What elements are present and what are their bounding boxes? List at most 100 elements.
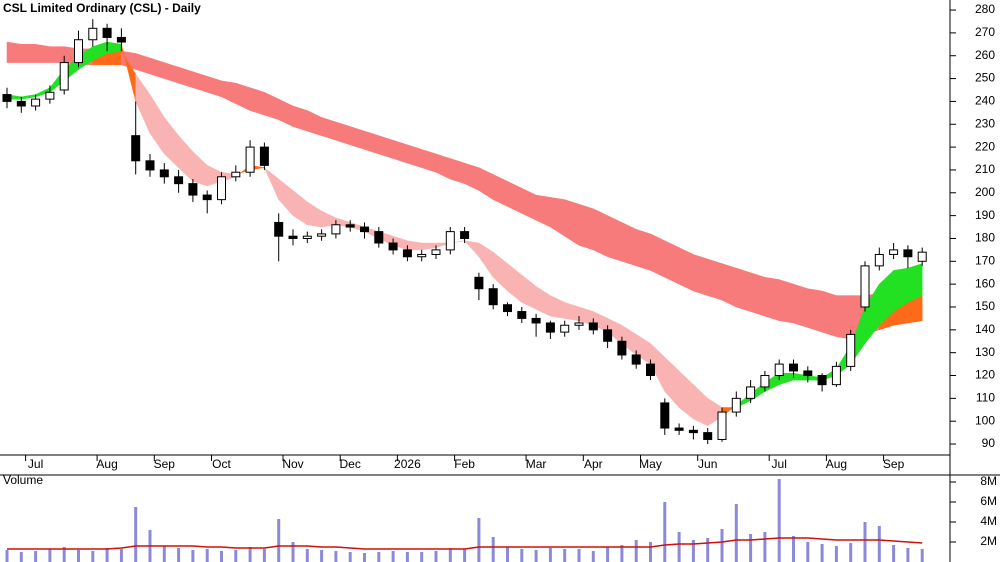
long-band xyxy=(6,41,22,63)
candle-body xyxy=(760,375,770,388)
candle-body xyxy=(831,365,841,386)
long-band xyxy=(778,279,794,324)
candle-body xyxy=(817,375,827,386)
volume-bar xyxy=(277,519,281,562)
volume-bar xyxy=(849,543,853,562)
volume-bar xyxy=(420,552,424,562)
candle-body xyxy=(288,235,298,239)
long-band xyxy=(664,240,680,285)
volume-bar xyxy=(377,552,381,562)
y-tick-label: 270 xyxy=(975,25,995,39)
y-tick-label: 120 xyxy=(975,368,995,382)
candle-body xyxy=(617,340,627,356)
volume-bar xyxy=(834,546,838,562)
volume-bar xyxy=(792,536,795,562)
candle-body xyxy=(217,176,226,201)
y-tick-label: 6M xyxy=(980,494,997,508)
y-tick-label: 90 xyxy=(982,436,996,450)
long-band xyxy=(821,290,837,338)
x-tick-label: Jun xyxy=(698,457,717,471)
candle-body xyxy=(503,304,512,313)
long-band xyxy=(335,121,351,146)
volume-bar xyxy=(320,550,324,562)
short-band xyxy=(178,135,194,182)
candle-body xyxy=(360,226,369,233)
volume-bar xyxy=(62,547,66,562)
volume-bar xyxy=(434,551,438,562)
candle-body xyxy=(445,231,455,251)
long-band xyxy=(221,80,237,105)
long-band xyxy=(492,174,508,207)
candle-body xyxy=(45,91,55,100)
y-tick-label: 180 xyxy=(975,231,995,245)
candle-body xyxy=(860,265,870,308)
long-band xyxy=(421,149,437,173)
short-band xyxy=(664,356,680,409)
long-band xyxy=(292,105,308,132)
volume-bar xyxy=(649,542,652,562)
y-tick-label: 280 xyxy=(975,2,995,16)
volume-bar xyxy=(577,549,581,562)
short-band xyxy=(693,384,708,427)
volume-bar xyxy=(477,518,481,562)
long-band xyxy=(407,144,422,168)
x-tick-label: Sep xyxy=(154,457,176,471)
candle-body xyxy=(417,253,427,258)
volume-bar xyxy=(563,549,567,562)
y-tick-label: 140 xyxy=(975,322,995,336)
long-band xyxy=(750,272,766,317)
candle-body xyxy=(460,231,470,239)
candle-body xyxy=(889,249,899,255)
volume-bar xyxy=(520,549,524,562)
x-tick-label: Nov xyxy=(282,457,303,471)
y-tick-label: 190 xyxy=(975,208,995,222)
x-tick-label: Oct xyxy=(212,457,231,471)
long-band xyxy=(721,263,737,308)
candle-body xyxy=(31,98,41,107)
candle-body xyxy=(646,363,655,377)
candle-body xyxy=(603,329,613,342)
candle-body xyxy=(588,322,598,331)
long-band xyxy=(192,71,208,93)
volume-bar xyxy=(863,522,867,562)
volume-bar xyxy=(405,552,409,562)
x-tick-label: Jul xyxy=(772,457,787,471)
candle-body xyxy=(374,231,384,244)
short-band xyxy=(307,201,322,228)
volume-bar xyxy=(591,551,595,562)
long-band xyxy=(578,203,594,251)
candle-body xyxy=(331,224,341,235)
volume-bar xyxy=(534,550,538,562)
long-band xyxy=(164,62,179,84)
volume-bar xyxy=(777,479,781,562)
candle-body xyxy=(688,429,698,434)
long-band xyxy=(49,46,65,63)
candles-layer xyxy=(2,19,927,445)
volume-bar xyxy=(620,545,624,562)
candle-body xyxy=(16,100,26,107)
long-band xyxy=(349,126,365,150)
short-band xyxy=(21,94,36,100)
short-band xyxy=(421,242,437,251)
long-band xyxy=(435,153,451,180)
candle-body xyxy=(703,432,713,440)
volume-bar xyxy=(506,547,509,562)
x-tick-label: Aug xyxy=(96,457,117,471)
volume-bar xyxy=(48,549,52,562)
long-band xyxy=(21,44,36,63)
candle-body xyxy=(102,27,112,38)
long-band xyxy=(793,283,809,328)
volume-bar xyxy=(606,547,610,562)
long-band xyxy=(178,66,194,89)
volume-bar xyxy=(448,548,452,562)
short-band xyxy=(678,370,694,420)
candle-body xyxy=(731,397,741,413)
short-band xyxy=(521,274,537,310)
x-tick-label: 2026 xyxy=(394,457,421,471)
volume-bar xyxy=(5,550,9,562)
candle-body xyxy=(560,324,570,333)
candle-body xyxy=(259,146,269,166)
candle-body xyxy=(145,160,155,171)
candle-body xyxy=(174,176,184,185)
